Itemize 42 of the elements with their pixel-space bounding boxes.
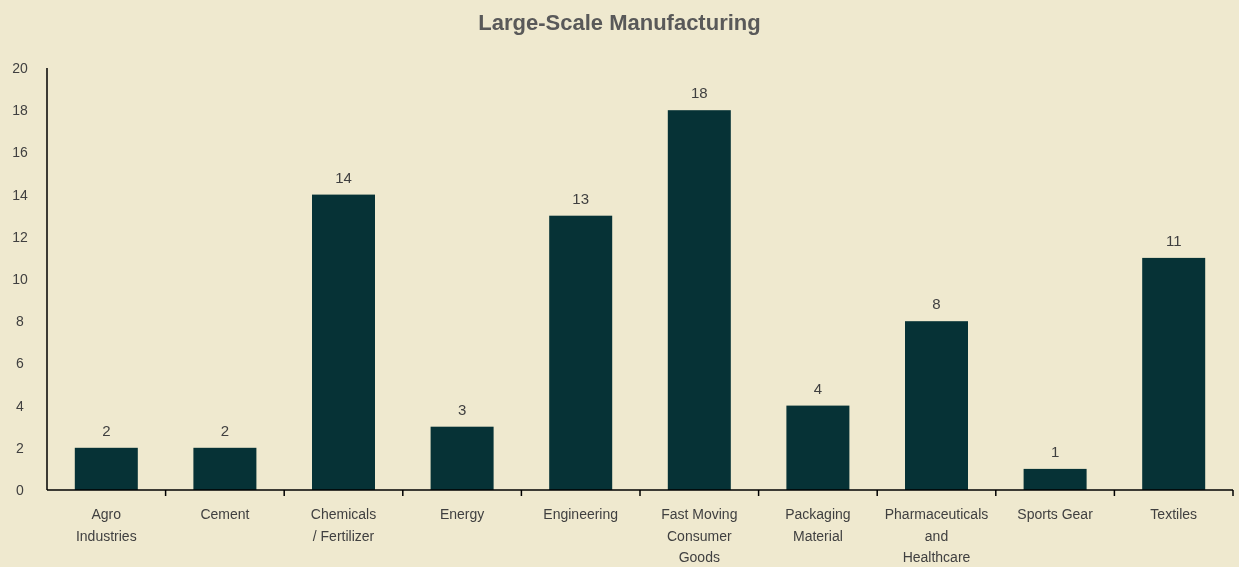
data-label: 3 [457,400,467,418]
data-label: 14 [335,168,352,186]
y-tick-label: 4 [16,397,25,414]
y-tick-label: 8 [16,313,25,330]
bar [1142,257,1206,490]
x-tick-label: Cement [200,506,250,522]
x-tick-label: Pharmaceuticals and Healthcare [884,506,989,565]
chart-title: Large-Scale Manufacturing [478,10,761,35]
data-label: 2 [102,421,111,439]
bar [905,321,968,490]
x-tick-label: Agro Industries [75,506,137,544]
y-tick-label: 6 [16,355,25,372]
y-tick-label: 2 [16,439,25,456]
bar [312,194,375,490]
x-tick-label: Fast Moving Consumer Goods [661,506,738,565]
y-tick-label: 12 [12,228,28,245]
y-tick-label: 10 [12,270,28,287]
bar [1023,468,1087,490]
data-label: 2 [220,421,230,439]
bar [193,447,257,490]
x-tick-label: Engineering [543,506,619,522]
bar [786,405,850,490]
y-tick-label: 14 [12,186,28,203]
y-tick-label: 18 [12,102,28,119]
x-tick-label: Chemicals / Fertilizer [310,506,377,544]
x-tick-label: Energy [439,506,485,522]
bar [667,110,731,490]
data-label: 18 [690,84,708,102]
bar [430,426,494,490]
y-tick-label: 16 [12,144,28,161]
x-tick-label: Sports Gear [1017,506,1094,522]
data-label: 4 [813,379,823,397]
data-label: 8 [932,295,941,313]
y-tick-label: 20 [12,59,28,76]
data-label: 1 [1050,442,1060,460]
data-label: 11 [1165,231,1182,249]
bar [549,215,613,490]
x-tick-label: Textiles [1150,506,1198,522]
x-tick-label: Packaging Material [785,506,851,544]
y-tick-label: 0 [16,481,25,498]
bar [74,447,138,490]
data-label: 13 [572,189,590,207]
